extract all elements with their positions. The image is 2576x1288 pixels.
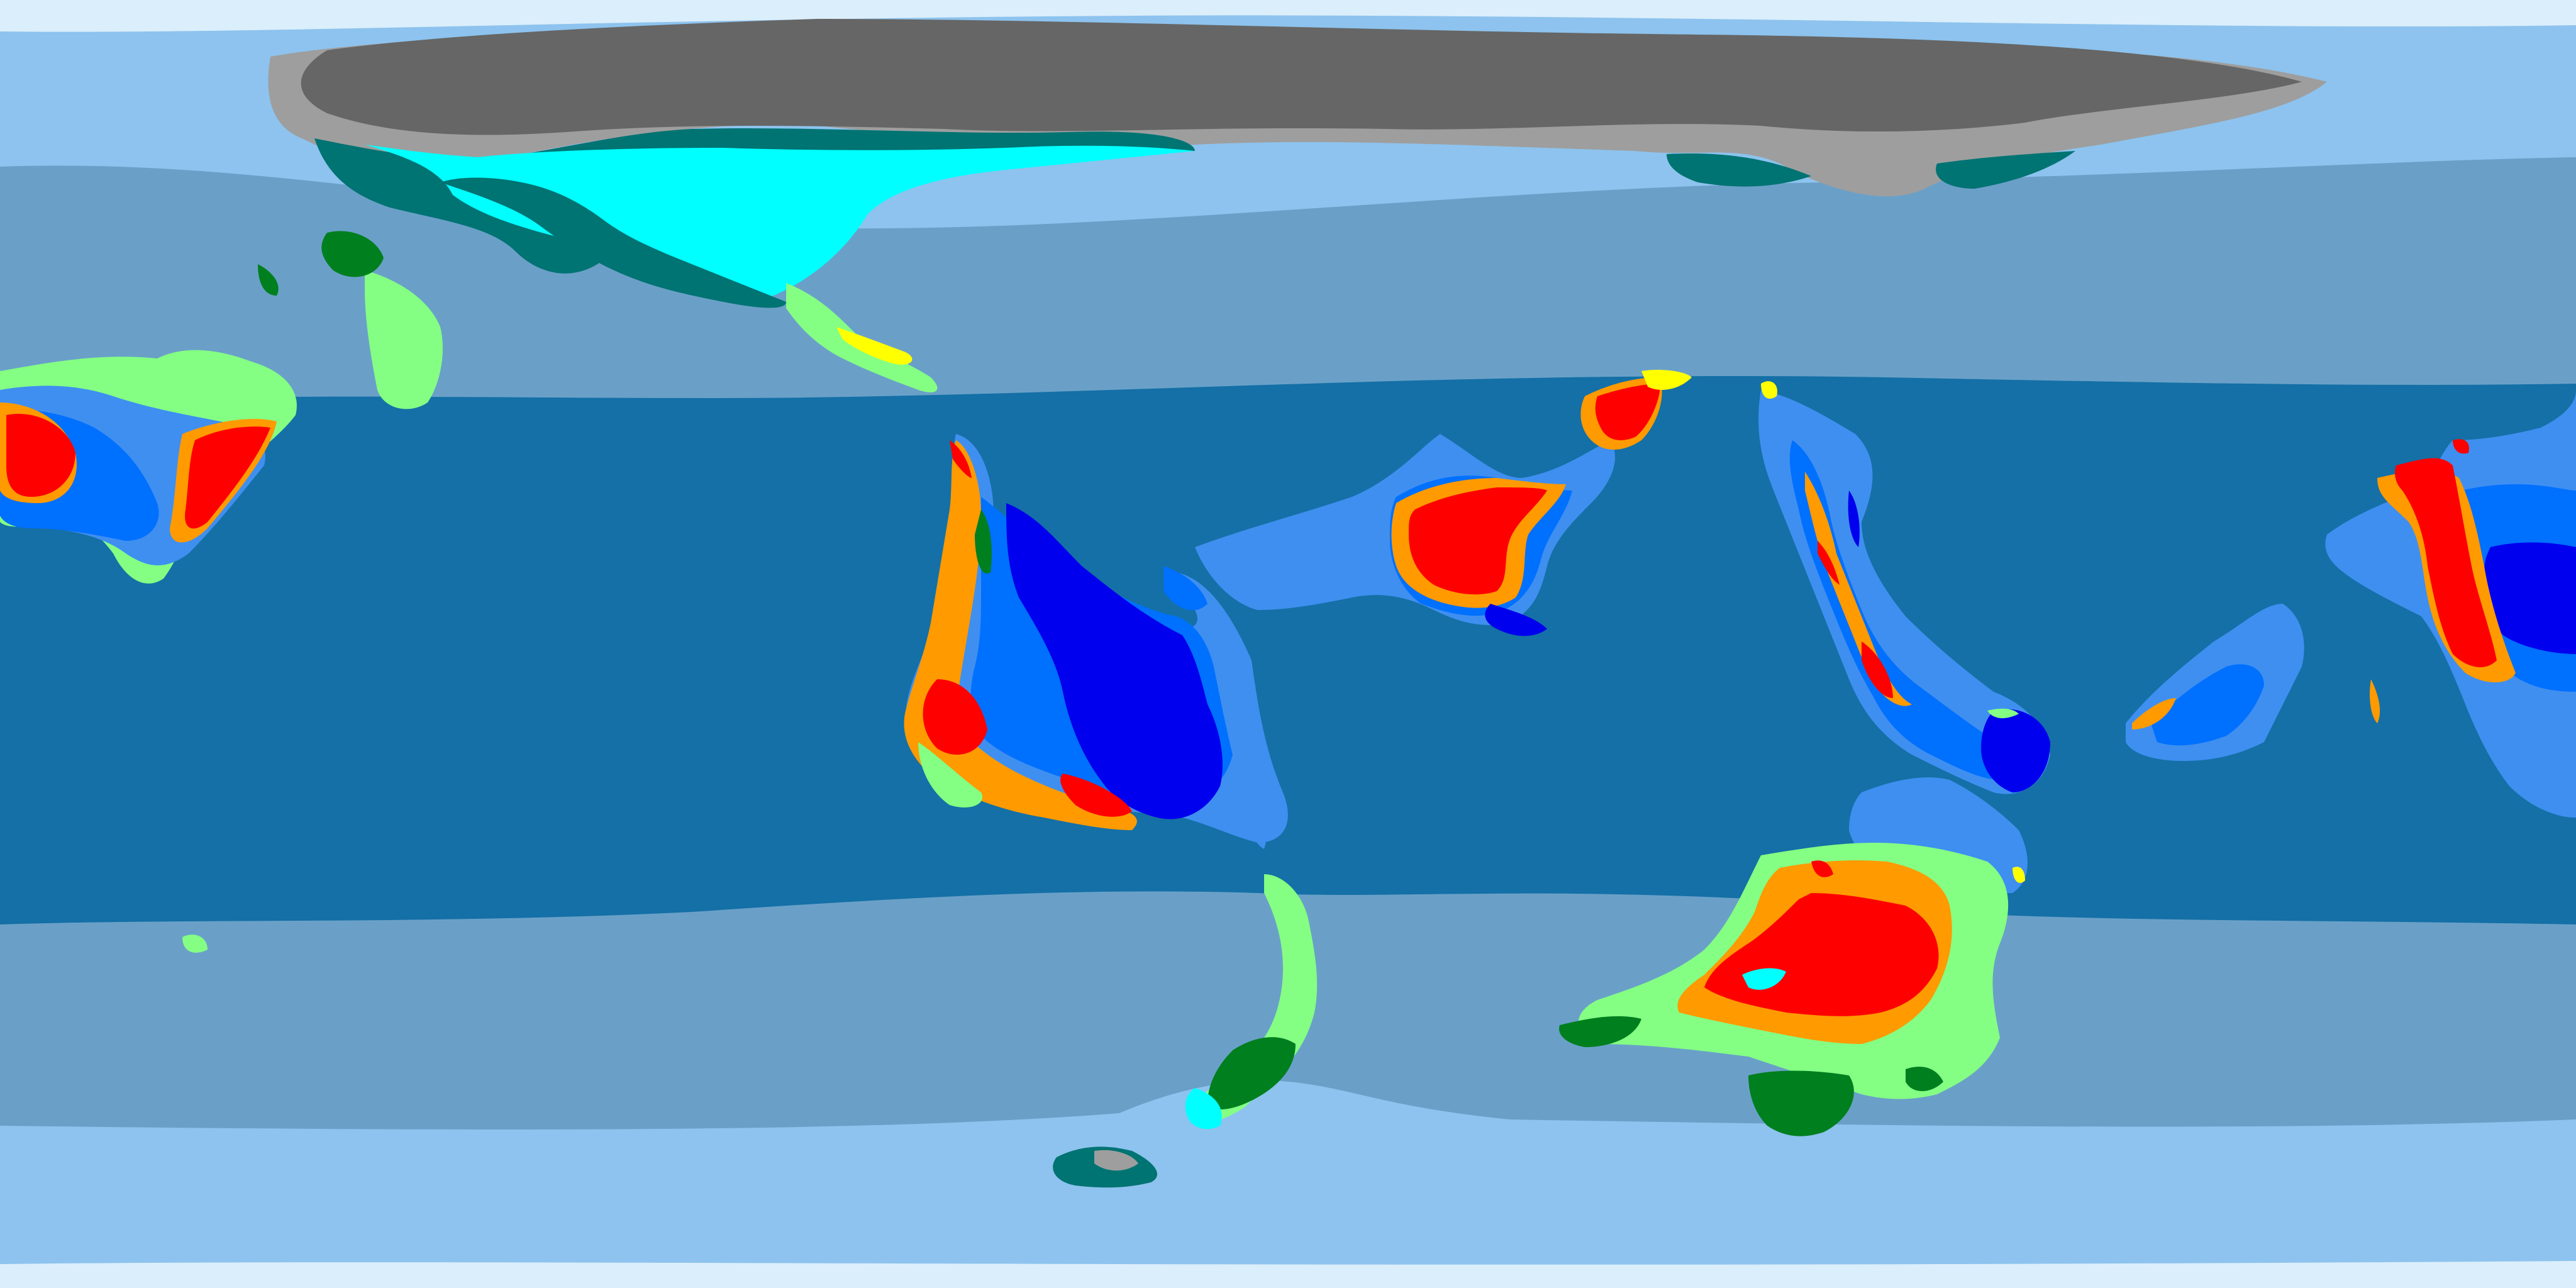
region-far-east-landmass [1758,381,2050,794]
region-southern-chain [1185,874,1318,1130]
region-east-landmass [1195,370,1692,636]
region-central-landmass [904,434,1288,849]
polar-ice-strip-south [0,1261,2576,1288]
polar-ice-strip-north [0,0,2576,32]
region-northwest-landmass [365,145,1195,392]
region-right-landmass [2126,390,2576,818]
region-southern-continent [1559,777,2028,1136]
region-southern-island [182,935,1157,1188]
region-far-west-landmass [0,231,443,584]
ocean-tropical-band [0,375,2576,924]
